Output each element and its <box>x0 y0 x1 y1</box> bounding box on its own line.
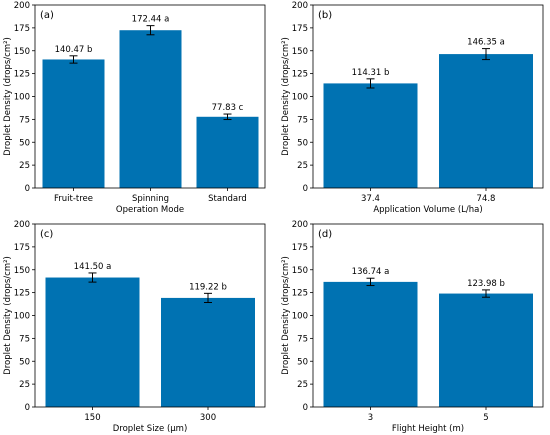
y-tick-label: 50 <box>297 138 308 148</box>
y-tick-label: 50 <box>19 138 30 148</box>
y-tick-label: 175 <box>292 243 308 253</box>
plot-frame <box>34 223 266 408</box>
y-axis-title: Droplet Density (drops/cm²) <box>3 256 13 375</box>
y-tick-label: 200 <box>292 1 308 11</box>
data-label: 119.22 b <box>189 282 227 292</box>
y-tick-label: 75 <box>19 115 30 125</box>
plot-frame <box>34 4 266 189</box>
y-tick-label: 25 <box>19 161 30 171</box>
y-tick-label: 125 <box>14 289 30 299</box>
chart-panel-2: 114.31 b 37.4 146.35 a 74.8 0 25 50 75 100 125 150… <box>281 1 544 215</box>
y-tick-label: 0 <box>303 184 308 194</box>
data-label: 172.44 a <box>132 15 170 25</box>
bar <box>323 83 418 188</box>
y-tick-label: 150 <box>292 47 308 57</box>
y-tick-label: 125 <box>292 70 308 80</box>
y-tick-label: 0 <box>25 184 30 194</box>
panel-label: (b) <box>318 10 332 21</box>
data-label: 114.31 b <box>352 68 390 78</box>
bar <box>439 293 533 407</box>
y-tick-label: 200 <box>14 1 30 11</box>
y-tick-label: 150 <box>292 266 308 276</box>
y-tick-label: 125 <box>292 289 308 299</box>
x-tick-label: Standard <box>208 194 247 204</box>
y-tick-label: 75 <box>297 115 308 125</box>
panel-label: (a) <box>40 10 54 21</box>
x-tick-label: 300 <box>200 413 216 423</box>
bar <box>439 54 533 188</box>
y-tick-label: 50 <box>297 357 308 367</box>
x-tick-label: 5 <box>483 413 488 423</box>
bar <box>161 297 255 407</box>
x-tick-label: 37.4 <box>361 194 380 204</box>
bar <box>45 277 140 407</box>
y-tick-label: 0 <box>25 403 30 413</box>
y-axis-title: Droplet Density (drops/cm²) <box>281 256 291 375</box>
x-axis-title: Operation Mode <box>116 205 184 215</box>
x-tick-label: 74.8 <box>477 194 496 204</box>
bar <box>196 116 259 188</box>
y-tick-label: 150 <box>14 266 30 276</box>
y-tick-label: 50 <box>19 357 30 367</box>
plot-frame <box>312 4 544 189</box>
panel-label: (c) <box>40 229 53 240</box>
y-tick-label: 175 <box>14 243 30 253</box>
y-tick-label: 100 <box>14 93 30 103</box>
plot-frame <box>312 223 544 408</box>
x-tick-label: Fruit-tree <box>54 194 93 204</box>
y-tick-label: 25 <box>19 380 30 390</box>
x-axis-title: Flight Height (m) <box>392 424 464 434</box>
panel-label: (d) <box>318 229 332 240</box>
y-tick-label: 75 <box>297 334 308 344</box>
x-axis-title: Droplet Size (μm) <box>113 424 188 434</box>
y-tick-label: 200 <box>14 220 30 230</box>
y-tick-label: 100 <box>14 312 30 322</box>
data-label: 141.50 a <box>74 262 112 272</box>
y-axis-title: Droplet Density (drops/cm²) <box>281 37 291 156</box>
bar <box>42 59 105 188</box>
x-axis-title: Application Volume (L/ha) <box>373 205 482 215</box>
y-tick-label: 150 <box>14 47 30 57</box>
data-label: 140.47 b <box>55 45 93 55</box>
y-tick-label: 175 <box>14 24 30 34</box>
y-tick-label: 100 <box>292 93 308 103</box>
data-label: 77.83 c <box>212 103 244 113</box>
y-tick-label: 125 <box>14 70 30 80</box>
y-axis-title: Droplet Density (drops/cm²) <box>3 37 13 156</box>
x-tick-label: 3 <box>368 413 373 423</box>
data-label: 123.98 b <box>467 279 505 289</box>
bar <box>119 30 182 188</box>
data-label: 136.74 a <box>352 267 390 277</box>
x-tick-label: 150 <box>84 413 100 423</box>
y-tick-label: 25 <box>297 380 308 390</box>
y-tick-label: 175 <box>292 24 308 34</box>
x-tick-label: Spinning <box>132 194 169 204</box>
chart-panel-3: 141.50 a 150 119.22 b 300 0 25 50 75 100 125 150 17… <box>3 220 266 434</box>
y-tick-label: 75 <box>19 334 30 344</box>
chart-panel-1: 140.47 b Fruit-tree 172.44 a Spinning 77.83 … <box>3 1 266 215</box>
y-tick-label: 200 <box>292 220 308 230</box>
y-tick-label: 25 <box>297 161 308 171</box>
bar <box>323 281 418 407</box>
y-tick-label: 0 <box>303 403 308 413</box>
data-label: 146.35 a <box>467 38 505 48</box>
y-tick-label: 100 <box>292 312 308 322</box>
